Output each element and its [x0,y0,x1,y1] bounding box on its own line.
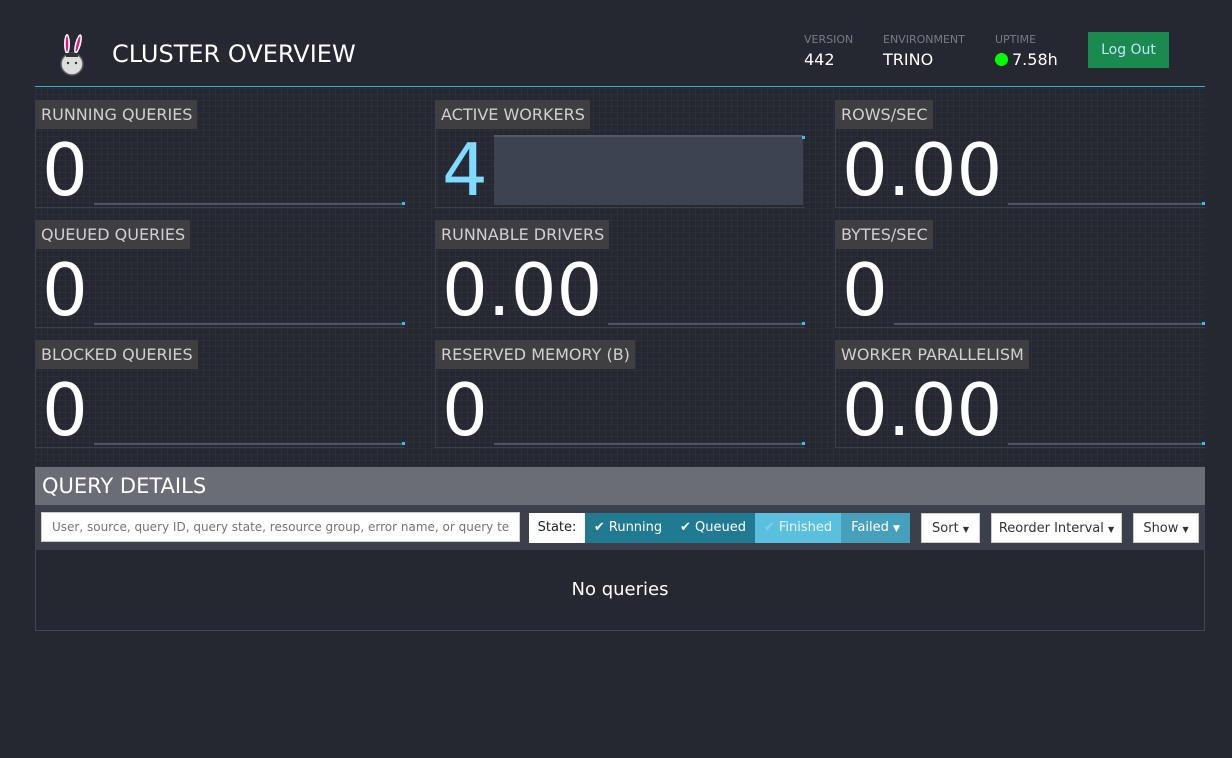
uptime-value: 7.58h [1012,50,1058,69]
metric-label: RUNNABLE DRIVERS [436,220,610,249]
metric-sparkline [94,442,405,445]
metric-tile-active-workers: ACTIVE WORKERS 4 [435,100,805,212]
sort-dropdown[interactable]: Sort ▼ [921,513,980,543]
metric-sparkline [94,202,405,205]
sort-label: Sort [932,521,959,536]
state-label: State: [529,513,585,543]
metric-value: 0.00 [842,368,1003,452]
environment-info: ENVIRONMENT TRINO [883,33,965,69]
uptime-label: UPTIME [995,33,1037,46]
metric-tile-blocked-queries: BLOCKED QUERIES 0 [35,340,405,452]
metric-value: 0.00 [442,248,603,332]
metric-sparkline [494,442,805,445]
uptime-info: UPTIME 7.58h [995,33,1058,69]
query-details-title: QUERY DETAILS [35,467,1205,505]
version-value: 442 [804,50,835,69]
metric-tile-worker-parallelism: WORKER PARALLELISM 0.00 [835,340,1205,452]
metric-sparkline [1008,442,1205,445]
metric-label: BLOCKED QUERIES [36,340,198,369]
metric-value: 0 [42,368,88,452]
metric-label: ACTIVE WORKERS [436,100,590,129]
filter-running-button[interactable]: ✔ Running [585,513,671,543]
query-search-input[interactable] [41,512,520,542]
metric-label: WORKER PARALLELISM [836,340,1029,369]
check-icon: ✔ [679,520,691,535]
query-list: No queries [35,550,1205,631]
metric-value: 0 [42,248,88,332]
caret-down-icon: ▼ [962,525,969,534]
filter-label: Failed [851,520,889,535]
filter-label: Running [608,520,663,535]
check-icon: ✔ [763,520,775,535]
metric-label: BYTES/SEC [836,220,933,249]
metric-label: RESERVED MEMORY (B) [436,340,635,369]
reorder-interval-dropdown[interactable]: Reorder Interval ▼ [991,513,1122,543]
metric-tile-running-queries: RUNNING QUERIES 0 [35,100,405,212]
metric-sparkline [1008,202,1205,205]
metric-value: 0 [842,248,888,332]
filter-finished-button[interactable]: ✔ Finished [755,513,841,543]
filter-label: Finished [778,520,833,535]
metric-sparkline [494,135,805,205]
page-title: CLUSTER OVERVIEW [112,40,356,68]
reorder-label: Reorder Interval [998,521,1104,536]
metric-sparkline [894,322,1205,325]
caret-down-icon: ▼ [1182,525,1189,534]
version-label: VERSION [804,33,854,46]
logout-button[interactable]: Log Out [1088,32,1169,68]
metric-label: RUNNING QUERIES [36,100,198,129]
metric-value: 4 [442,128,488,212]
metric-tile-reserved-memory-b: RESERVED MEMORY (B) 0 [435,340,805,452]
metric-tile-rows-sec: ROWS/SEC 0.00 [835,100,1205,212]
show-label: Show [1143,521,1179,536]
caret-down-icon: ▼ [1108,525,1115,534]
filter-label: Queued [695,520,746,535]
caret-down-icon: ▼ [892,524,900,534]
query-toolbar: State: ✔ Running ✔ Queued ✔ Finished Fai… [35,505,1205,550]
metric-value: 0 [42,128,88,212]
show-dropdown[interactable]: Show ▼ [1133,513,1199,543]
metric-label: ROWS/SEC [836,100,933,129]
status-dot-icon [995,53,1008,66]
header: CLUSTER OVERVIEW VERSION 442 ENVIRONMENT… [35,0,1205,87]
metric-tile-bytes-sec: BYTES/SEC 0 [835,220,1205,332]
check-icon: ✔ [593,520,605,535]
metric-value: 0 [442,368,488,452]
version-info: VERSION 442 [804,33,853,69]
metric-tile-runnable-drivers: RUNNABLE DRIVERS 0.00 [435,220,805,332]
metric-sparkline [608,322,805,325]
filter-failed-dropdown[interactable]: Failed ▼ [841,513,910,543]
metric-tile-queued-queries: QUEUED QUERIES 0 [35,220,405,332]
trino-logo-icon [60,34,84,76]
environment-value: TRINO [883,50,934,69]
metric-label: QUEUED QUERIES [36,220,191,249]
metric-sparkline [94,322,405,325]
empty-message: No queries [571,579,669,600]
environment-label: ENVIRONMENT [883,33,965,46]
filter-queued-button[interactable]: ✔ Queued [671,513,755,543]
metric-value: 0.00 [842,128,1003,212]
